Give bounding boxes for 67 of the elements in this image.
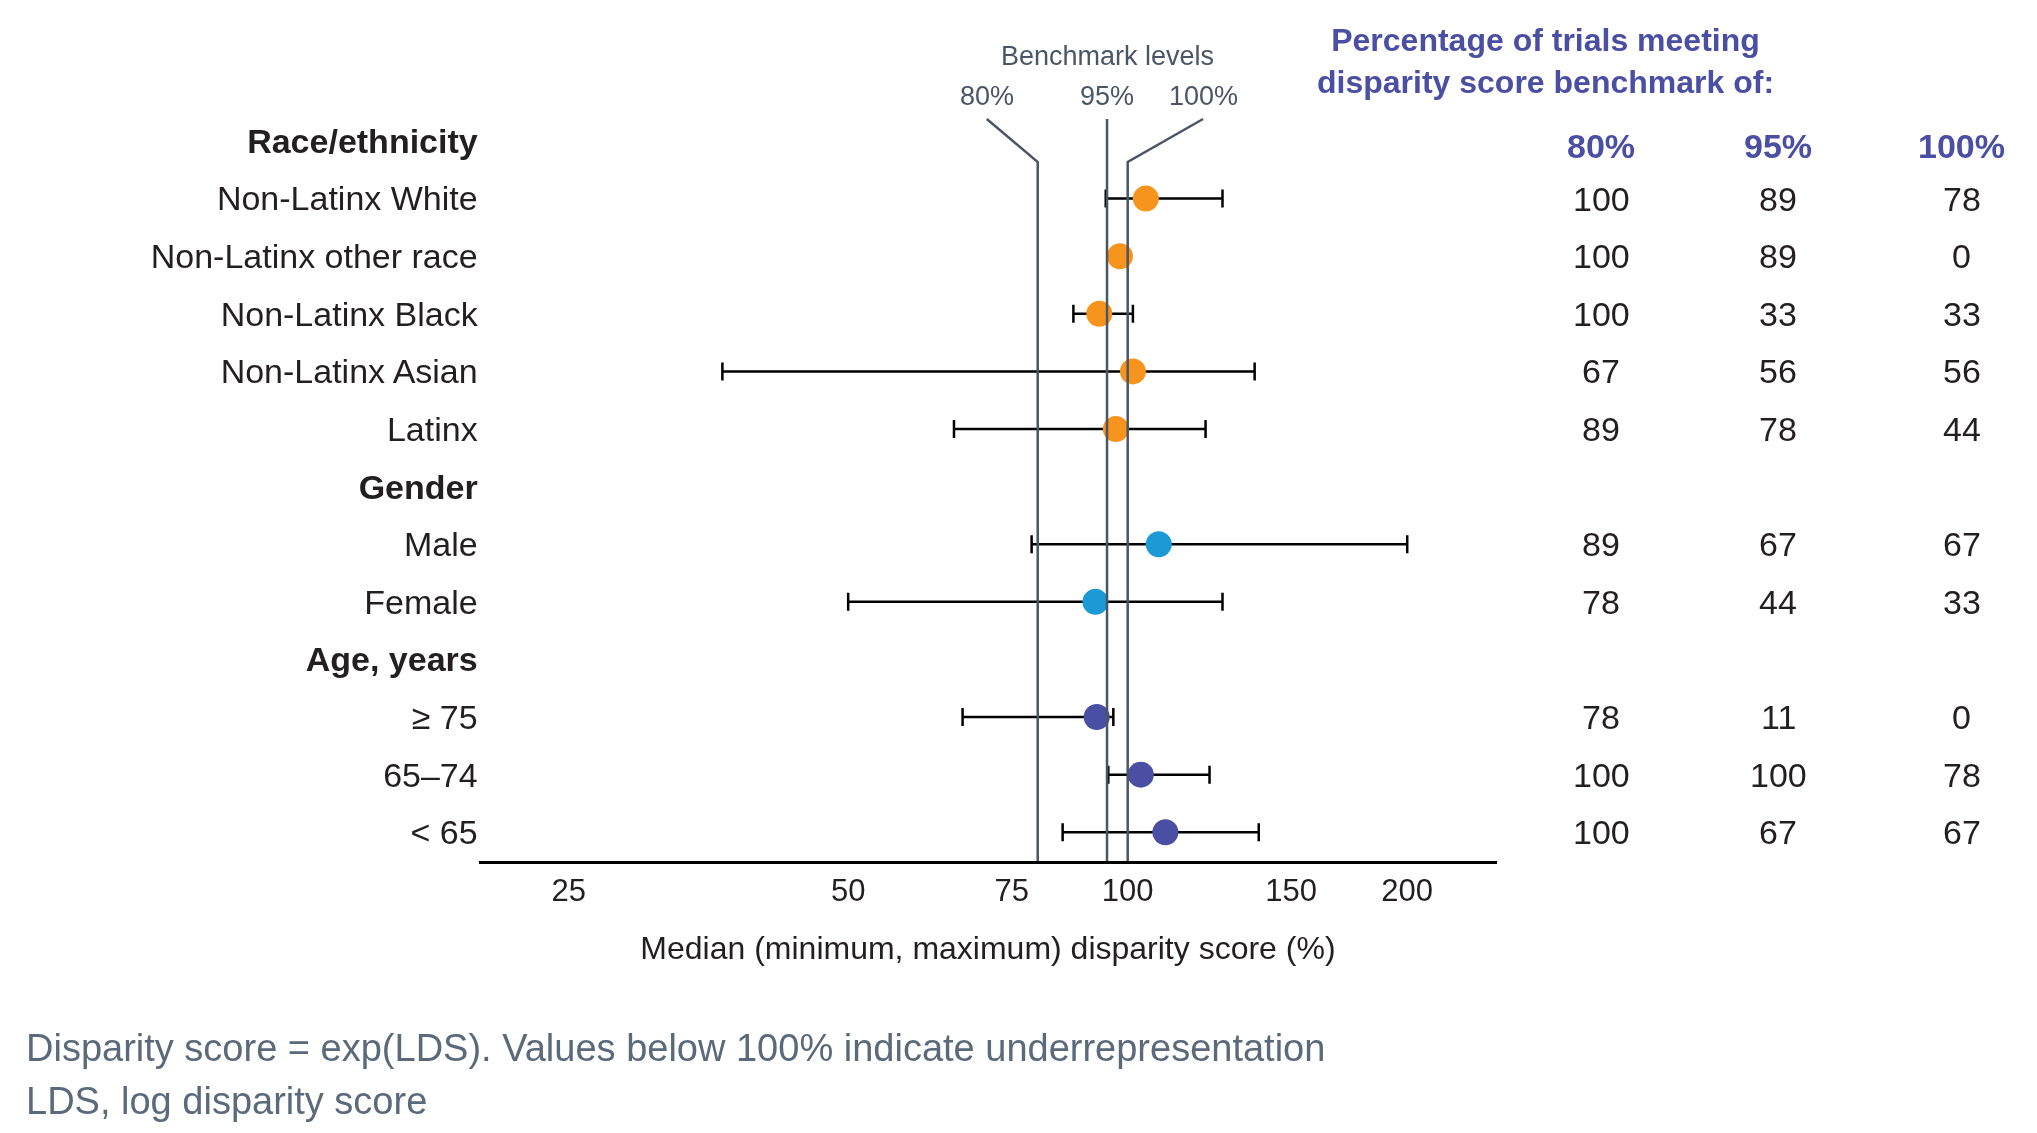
y-tick-label: Female [364,582,478,621]
point [1152,819,1179,846]
x-tick-label: 100 [1101,873,1154,909]
text: 56 [1759,352,1797,390]
ref-line-label: 100% [1169,81,1239,111]
text: 100 [1573,295,1630,333]
text: 67 [1582,352,1620,390]
text: 0 [1952,698,1971,736]
point [1083,704,1110,731]
y-tick-label: Male [403,525,478,564]
text: Benchmark levels [1001,41,1215,71]
y-tick-label: Gender [358,467,478,506]
text: 67 [1759,525,1797,563]
text: 0 [1952,237,1971,275]
y-tick-label: Age, years [305,640,478,679]
x-tick-label: 150 [1265,873,1318,909]
point [1127,761,1154,788]
text: 100 [1573,813,1630,851]
text: 100 [1750,756,1807,794]
text: 100 [1573,237,1630,275]
x-tick-label: 200 [1381,873,1434,909]
y-tick-label: Non-Latinx other race [150,237,478,276]
point [1082,588,1109,615]
text: 44 [1943,410,1981,448]
text: 56 [1943,352,1981,390]
text: 11 [1761,698,1797,736]
y-tick-label: < 65 [410,813,478,852]
ref-line-label: 95% [1080,81,1135,111]
ref-line-label: 80% [960,81,1015,111]
text: Disparity score = exp(LDS). Values below 100% indicate underrepresentation [26,1027,1326,1069]
point [1145,531,1172,558]
text: LDS, log disparity score [26,1080,428,1122]
x-axis-title: Median (minimum, maximum) disparity score (%) [640,929,1336,966]
text: Percentage of trials meeting disparity score benchmark of: [1317,22,1775,100]
text: 67 [1759,813,1797,851]
text: 89 [1582,410,1620,448]
text: 67 [1943,525,1981,563]
point [1132,185,1159,212]
text: 100% [1918,127,2005,165]
text: 80% [1567,127,1636,165]
text: 44 [1759,583,1797,621]
y-tick-label: Non-Latinx Black [220,294,479,333]
text: 67 [1943,813,1981,851]
y-tick-label: Latinx [386,409,478,448]
text: 33 [1943,583,1981,621]
y-tick-label: 65–74 [383,755,478,794]
y-tick-label: Non-Latinx Asian [220,352,478,391]
y-tick-label: Non-Latinx White [216,179,478,218]
text: 78 [1582,698,1620,736]
y-tick-label: ≥ 75 [411,697,478,736]
text: 89 [1759,237,1797,275]
text: 78 [1582,583,1620,621]
text: 95% [1744,127,1813,165]
text: 100 [1573,756,1630,794]
text: 89 [1582,525,1620,563]
text: 78 [1943,756,1981,794]
text: 33 [1759,295,1797,333]
text: 78 [1943,180,1981,218]
text: 78 [1759,410,1797,448]
x-tick-label: 50 [830,873,866,909]
point [1086,300,1113,327]
x-tick-label: 25 [551,873,586,909]
x-tick-label: 75 [994,873,1029,909]
text: 33 [1943,295,1981,333]
text: 100 [1573,180,1630,218]
y-tick-label: Race/ethnicity [247,121,478,160]
text: 89 [1759,180,1797,218]
